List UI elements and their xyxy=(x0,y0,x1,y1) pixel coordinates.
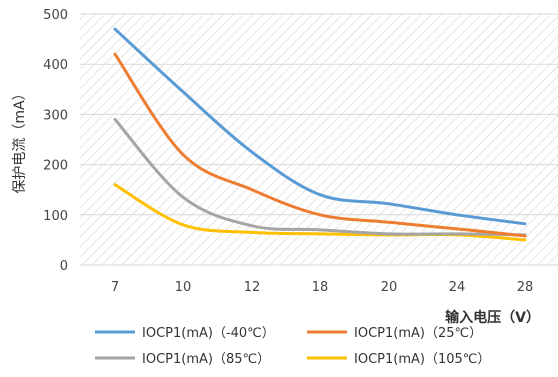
y-tick-label: 100 xyxy=(43,209,68,224)
legend-item-1: IOCP1(mA)（-40℃） xyxy=(95,326,275,341)
x-tick-label: 18 xyxy=(312,280,329,295)
legend-item-2: IOCP1(mA)（25℃） xyxy=(307,326,482,341)
x-tick-label: 12 xyxy=(244,280,261,295)
x-tick-label: 7 xyxy=(111,280,119,295)
x-tick-label: 28 xyxy=(517,280,534,295)
legend-item-3: IOCP1(mA)（85℃） xyxy=(95,352,270,367)
y-tick-label: 400 xyxy=(43,58,68,73)
x-tick-label: 24 xyxy=(449,280,466,295)
legend-label: IOCP1(mA)（25℃） xyxy=(354,326,482,341)
legend-item-4: IOCP1(mA)（105℃） xyxy=(307,352,490,367)
x-tick-label: 10 xyxy=(175,280,192,295)
x-axis-title: 输入电压（V） xyxy=(445,309,540,326)
y-tick-label: 500 xyxy=(43,8,68,23)
series-line-3 xyxy=(113,117,527,237)
y-tick-label: 300 xyxy=(43,108,68,123)
legend-label: IOCP1(mA)（105℃） xyxy=(354,352,490,367)
y-tick-label: 0 xyxy=(60,259,68,274)
y-tick-label: 200 xyxy=(43,159,68,174)
plot-area xyxy=(80,14,558,265)
legend-label: IOCP1(mA)（85℃） xyxy=(142,352,270,367)
series-line-1 xyxy=(113,27,527,226)
x-tick-label: 20 xyxy=(381,280,398,295)
legend-label: IOCP1(mA)（-40℃） xyxy=(142,326,275,341)
y-axis-title: 保护电流（mA） xyxy=(12,86,28,193)
series-line-2 xyxy=(113,52,527,238)
